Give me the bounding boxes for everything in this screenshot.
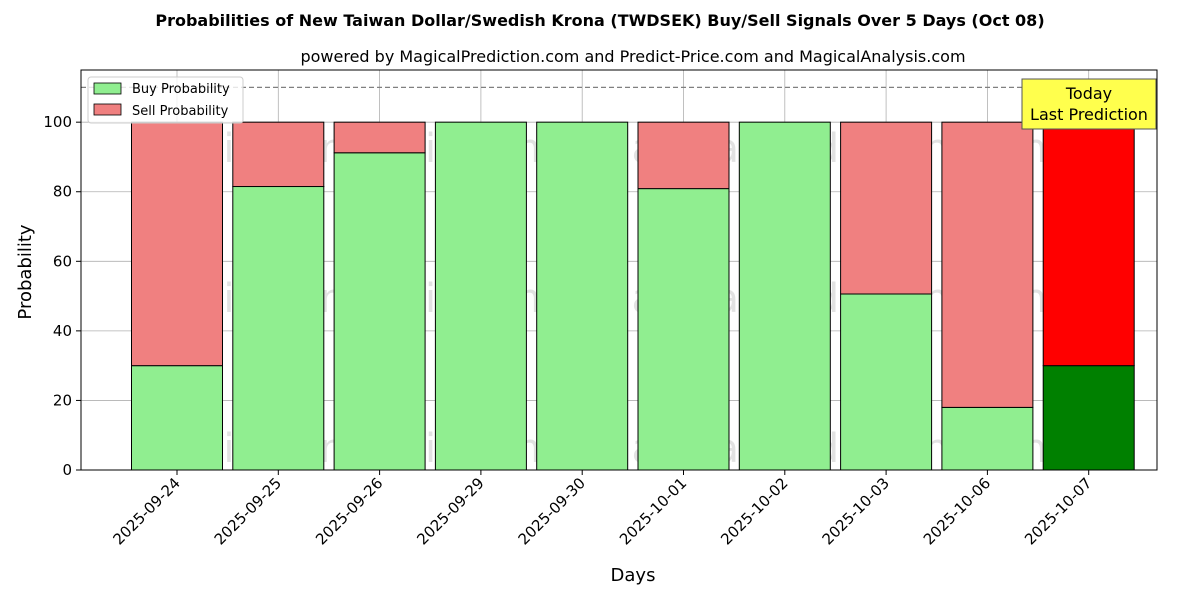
y-axis-label: Probability xyxy=(15,224,36,319)
bar-buy-2025-09-26 xyxy=(333,152,426,471)
bar-sell-2025-10-07 xyxy=(1042,121,1135,367)
bar-sell-2025-10-01 xyxy=(637,121,730,190)
bar-sell-2025-10-06 xyxy=(941,121,1034,408)
legend-label-sell: Sell Probability xyxy=(132,104,229,119)
y-tick-label: 40 xyxy=(53,322,72,340)
x-tick-label: 2025-09-25 xyxy=(211,474,285,548)
today-annotation-line1: Today xyxy=(1065,84,1112,103)
chart-subtitle: powered by MagicalPrediction.com and Pre… xyxy=(300,47,965,66)
x-tick-label: 2025-09-24 xyxy=(109,474,183,548)
x-tick-label: 2025-10-02 xyxy=(717,474,791,548)
legend-swatch-buy xyxy=(93,82,122,95)
x-tick-label: 2025-10-03 xyxy=(819,474,893,548)
y-axis-ticks: 0 20 40 60 80 100 xyxy=(43,113,81,479)
chart-title: Probabilities of New Taiwan Dollar/Swedi… xyxy=(155,11,1044,30)
x-tick-label: 2025-09-26 xyxy=(312,474,386,548)
x-tick-label: 2025-09-29 xyxy=(413,474,487,548)
legend-box xyxy=(87,76,244,124)
legend-swatch-sell xyxy=(93,103,122,116)
bars-layer xyxy=(131,121,1135,471)
bar-buy-2025-10-07 xyxy=(1042,365,1135,471)
bar-sell-2025-09-24 xyxy=(131,121,223,367)
y-tick-label: 60 xyxy=(53,252,72,270)
x-tick-label: 2025-09-30 xyxy=(515,474,589,548)
x-tick-label: 2025-10-06 xyxy=(920,474,994,548)
y-tick-label: 20 xyxy=(53,391,72,409)
y-tick-label: 80 xyxy=(53,183,72,201)
bar-sell-2025-09-26 xyxy=(333,121,426,154)
bar-buy-2025-10-01 xyxy=(637,188,730,471)
today-annotation: Today Last Prediction xyxy=(1021,78,1157,130)
bar-buy-2025-09-24 xyxy=(131,365,223,471)
legend: Buy Probability Sell Probability xyxy=(87,76,244,124)
bar-sell-2025-09-25 xyxy=(232,121,325,188)
y-tick-label: 100 xyxy=(43,113,72,131)
x-axis-label: Days xyxy=(611,565,656,586)
bar-buy-2025-09-25 xyxy=(232,186,325,471)
x-tick-label: 2025-10-01 xyxy=(616,474,690,548)
legend-label-buy: Buy Probability xyxy=(132,82,230,97)
today-annotation-line2: Last Prediction xyxy=(1030,105,1148,124)
bar-sell-2025-10-03 xyxy=(840,121,933,295)
today-annotation-box xyxy=(1021,78,1157,130)
x-tick-label: 2025-10-07 xyxy=(1021,474,1095,548)
bar-buy-2025-10-03 xyxy=(840,293,933,471)
bar-buy-2025-10-06 xyxy=(941,406,1034,471)
bar-buy-2025-09-30 xyxy=(536,121,629,471)
x-axis-ticks: 2025-09-24 2025-09-25 2025-09-26 2025-09-29… xyxy=(109,470,1096,548)
bar-buy-2025-09-29 xyxy=(434,121,527,471)
bar-buy-2025-10-02 xyxy=(738,121,831,471)
plot-frame xyxy=(80,69,1158,471)
y-tick-label: 0 xyxy=(62,461,72,479)
